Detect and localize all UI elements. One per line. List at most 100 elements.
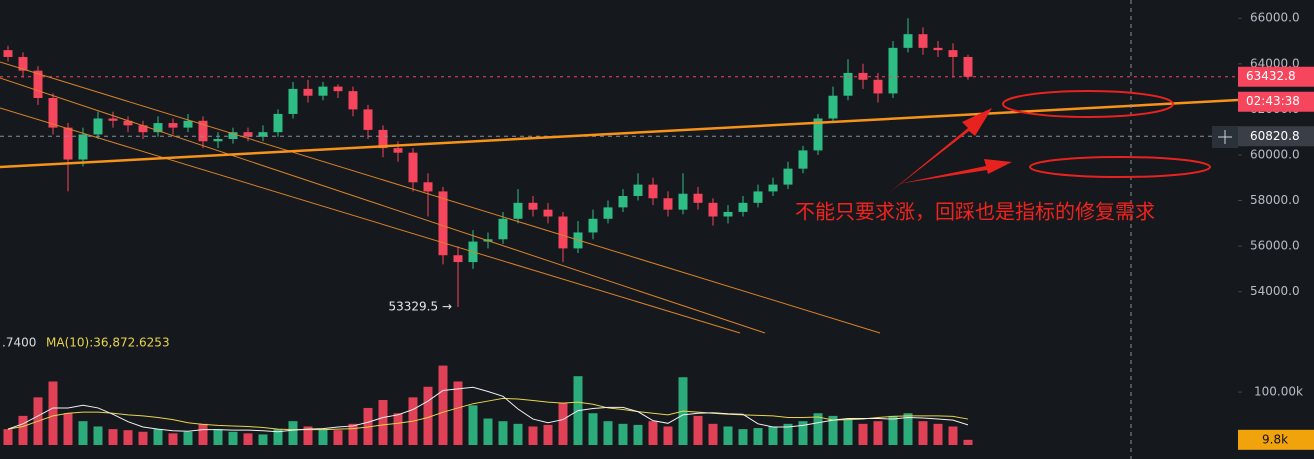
candle-body — [678, 193, 688, 210]
volume-bar — [813, 413, 823, 445]
volume-bar — [93, 426, 103, 445]
candle-body — [78, 134, 88, 160]
volume-bar — [183, 431, 193, 445]
candle-body — [963, 56, 973, 77]
volume-bar — [693, 415, 703, 445]
candle-body — [783, 168, 793, 185]
countdown-badge — [1238, 91, 1314, 112]
volume-bar — [873, 421, 883, 445]
candle-body — [693, 193, 703, 203]
volume-bar — [138, 431, 148, 445]
volume-bar — [168, 433, 178, 445]
candle-body — [588, 218, 598, 233]
volume-bar — [558, 402, 568, 445]
candle-body — [183, 120, 193, 128]
candle-body — [558, 216, 568, 249]
volume-bar — [513, 423, 523, 445]
ma-label: .7400 — [2, 336, 36, 350]
volume-bar — [108, 429, 118, 445]
candle-body — [303, 88, 313, 96]
volume-label: 9.8k — [1262, 432, 1288, 446]
candle-body — [288, 88, 298, 114]
volume-bar — [543, 424, 553, 445]
candle-body — [918, 34, 928, 48]
volume-bar — [453, 381, 463, 445]
volume-bar — [213, 429, 223, 445]
candle-body — [828, 95, 838, 119]
candle-body — [108, 118, 118, 121]
candle-body — [168, 123, 178, 128]
candle-body — [843, 72, 853, 96]
volume-bar — [723, 426, 733, 445]
y-tick-label: 100.00k — [1254, 385, 1303, 399]
candle-body — [348, 91, 358, 110]
candle-body — [18, 56, 28, 71]
candle-body — [33, 70, 43, 98]
volume-bar — [318, 429, 328, 445]
volume-bar — [78, 421, 88, 445]
candle-body — [378, 129, 388, 149]
volume-bar — [633, 424, 643, 445]
candle-body — [528, 202, 538, 210]
countdown-label: 02:43:38 — [1246, 94, 1300, 108]
candle-body — [138, 125, 148, 133]
candle-body — [798, 150, 808, 169]
volume-bar — [228, 431, 238, 445]
candle-body — [948, 50, 958, 57]
volume-bar — [933, 423, 943, 445]
trend-line — [0, 61, 881, 334]
crosshair-badge — [1238, 126, 1314, 147]
volume-bar — [348, 423, 358, 445]
candle-body — [648, 184, 658, 199]
candle-body — [723, 211, 733, 217]
crosshair-plus — [1212, 126, 1238, 148]
candle-body — [408, 152, 418, 183]
candle-body — [933, 47, 943, 51]
y-tick-label: 66000.0 — [1250, 11, 1300, 25]
candle-body — [453, 255, 463, 263]
candle-body — [513, 202, 523, 219]
candle-body — [393, 148, 403, 153]
candle-body — [153, 123, 163, 133]
volume-bar — [858, 423, 868, 445]
highlight-ellipse — [1002, 90, 1174, 118]
candle-body — [93, 118, 103, 135]
volume-bar — [378, 400, 388, 445]
volume-bar — [438, 365, 448, 445]
candle-body — [258, 132, 268, 137]
volume-bar — [663, 426, 673, 445]
candle-body — [363, 109, 373, 130]
candle-body — [708, 202, 718, 217]
arrow — [898, 159, 1012, 184]
crosshair-label: 60820.8 — [1250, 129, 1300, 143]
volume-bar — [738, 429, 748, 445]
volume-bar — [828, 415, 838, 445]
volume-bar — [588, 413, 598, 445]
candle-body — [198, 120, 208, 142]
candle-body — [243, 132, 253, 137]
volume-bar — [123, 430, 133, 445]
volume-bar — [618, 423, 628, 445]
volume-bar — [393, 413, 403, 445]
volume-bar — [198, 423, 208, 445]
candle-body — [318, 86, 328, 96]
volume-bar — [363, 407, 373, 445]
ma-label: MA(10):36,872.6253 — [46, 336, 170, 350]
volume-bar — [783, 423, 793, 445]
volume-bar — [963, 439, 973, 445]
volume-bar — [333, 430, 343, 445]
ma-line — [7, 386, 969, 433]
volume-bar — [468, 405, 478, 445]
y-tick-label: 54000.0 — [1250, 284, 1300, 298]
candle-body — [123, 120, 133, 126]
candle-body — [633, 184, 643, 196]
support-line — [0, 98, 1239, 169]
candle-body — [888, 47, 898, 94]
highlight-ellipse — [1029, 156, 1211, 178]
candle-body — [213, 139, 223, 142]
candle-body — [438, 191, 448, 256]
volume-bar — [3, 429, 13, 445]
